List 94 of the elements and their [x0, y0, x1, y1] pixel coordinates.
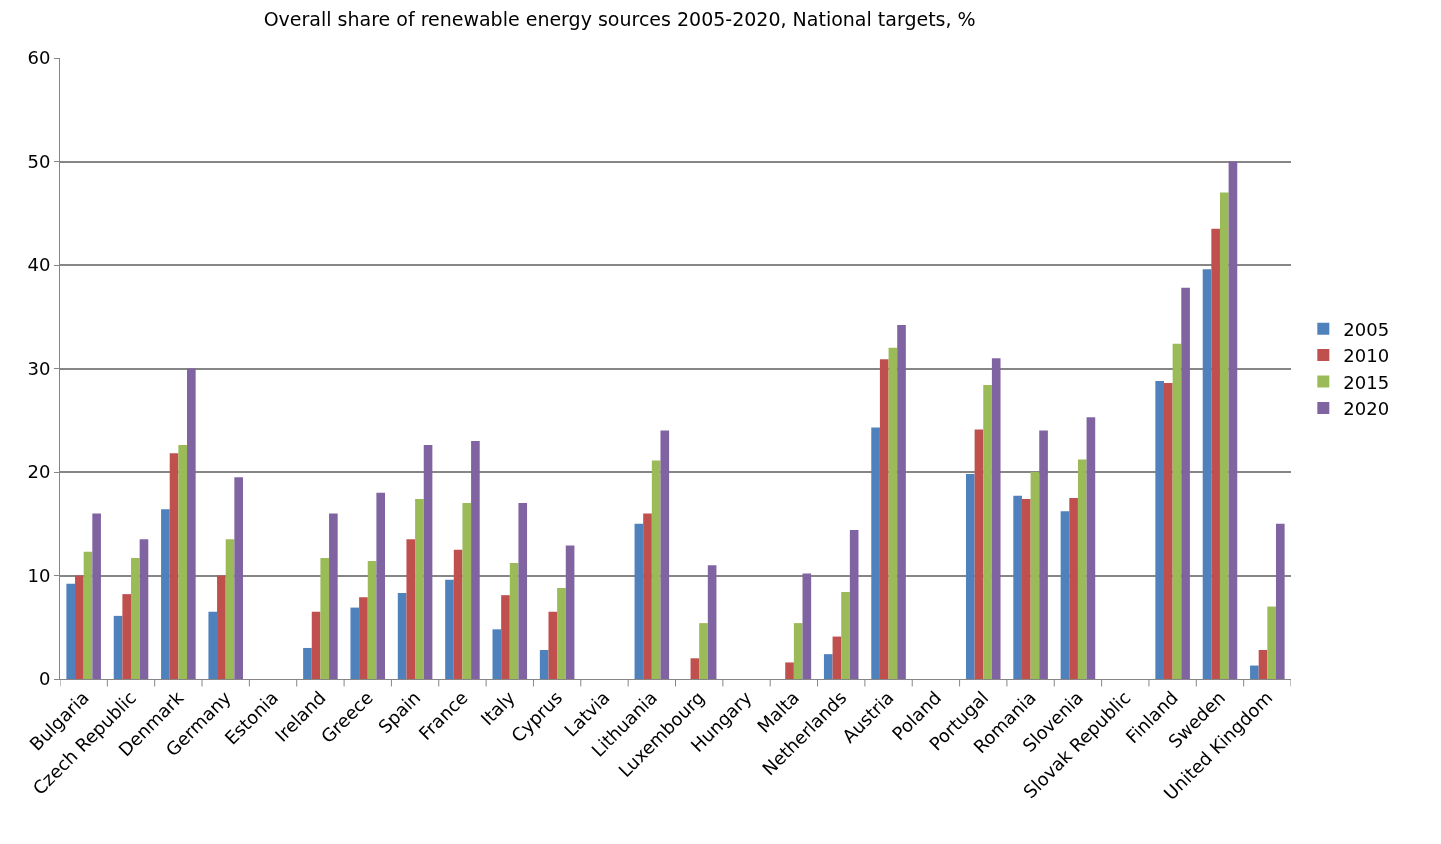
bar [518, 503, 528, 679]
bar [423, 445, 433, 679]
bar [1039, 430, 1048, 679]
legend-label: 2015 [1343, 371, 1390, 393]
bar [1077, 459, 1087, 679]
bar [1163, 382, 1173, 679]
bar [1219, 192, 1229, 679]
bar [793, 623, 803, 679]
bar [690, 658, 700, 679]
bar [350, 607, 360, 679]
bar [122, 594, 132, 679]
bar [1069, 497, 1078, 679]
bar [83, 551, 93, 679]
bar [991, 358, 1001, 679]
bar [303, 647, 312, 679]
bar [113, 615, 123, 679]
bar [139, 539, 149, 679]
bar [1086, 417, 1096, 679]
bar [785, 662, 794, 679]
legend-label: 2010 [1343, 345, 1390, 367]
bar [131, 557, 140, 679]
bar [707, 565, 717, 679]
bar [823, 654, 833, 679]
bar [643, 513, 652, 679]
legend-label: 2020 [1343, 397, 1390, 419]
bar [1211, 228, 1220, 679]
bar [557, 587, 566, 679]
bar [888, 347, 898, 679]
bar [92, 513, 101, 679]
bar [548, 611, 558, 679]
bar [879, 359, 889, 679]
bar [225, 539, 235, 679]
bar [802, 573, 812, 679]
chart-title: Overall share of renewable energy sources 2005-2020, National targets, % [263, 7, 976, 30]
bar [320, 557, 330, 679]
bar [187, 368, 196, 679]
bar [1013, 495, 1022, 679]
bar [208, 611, 218, 679]
bar [1250, 665, 1259, 679]
bar [1258, 650, 1268, 679]
bar [1181, 287, 1190, 679]
bar [565, 545, 575, 679]
bar [1275, 523, 1285, 679]
bar [397, 593, 407, 679]
bar [634, 523, 644, 679]
bar [376, 492, 386, 679]
bar [660, 430, 670, 679]
bar [1267, 606, 1276, 679]
bar [974, 429, 984, 679]
bar [897, 325, 906, 679]
bar [983, 385, 992, 679]
bar [359, 597, 368, 679]
bar [1172, 343, 1182, 679]
y-tick-label: 40 [27, 254, 51, 276]
bar [169, 453, 179, 679]
bar [1060, 511, 1070, 679]
y-tick-label: 60 [27, 47, 51, 69]
bar [415, 498, 424, 679]
y-tick-label: 50 [27, 150, 51, 172]
y-tick-label: 20 [27, 461, 51, 483]
bar [509, 563, 519, 679]
bar [311, 611, 321, 679]
bar [406, 539, 416, 679]
bar [841, 592, 850, 679]
bar [161, 509, 170, 679]
bar [471, 440, 480, 679]
legend-label: 2005 [1343, 318, 1390, 340]
bar [832, 636, 842, 679]
bar [1030, 472, 1040, 679]
y-tick-label: 10 [27, 564, 51, 586]
bar [462, 503, 472, 679]
bar [1021, 498, 1031, 679]
bar [849, 529, 859, 679]
bar [217, 575, 226, 679]
y-tick-label: 30 [27, 357, 51, 379]
bar [178, 445, 188, 679]
bar [234, 477, 243, 679]
bar [871, 427, 880, 679]
bar [453, 549, 463, 679]
bar [1202, 269, 1212, 679]
bar [1155, 380, 1164, 679]
bar [699, 623, 708, 679]
bar [965, 474, 975, 679]
bar [651, 460, 661, 679]
bar [445, 579, 454, 679]
bar [501, 595, 510, 679]
bar [492, 629, 502, 679]
bar [1228, 161, 1238, 679]
bar [539, 650, 549, 679]
bar [329, 513, 338, 679]
bar [367, 561, 377, 679]
bar [75, 575, 84, 679]
y-tick-label: 0 [38, 668, 51, 690]
bar [66, 583, 76, 679]
